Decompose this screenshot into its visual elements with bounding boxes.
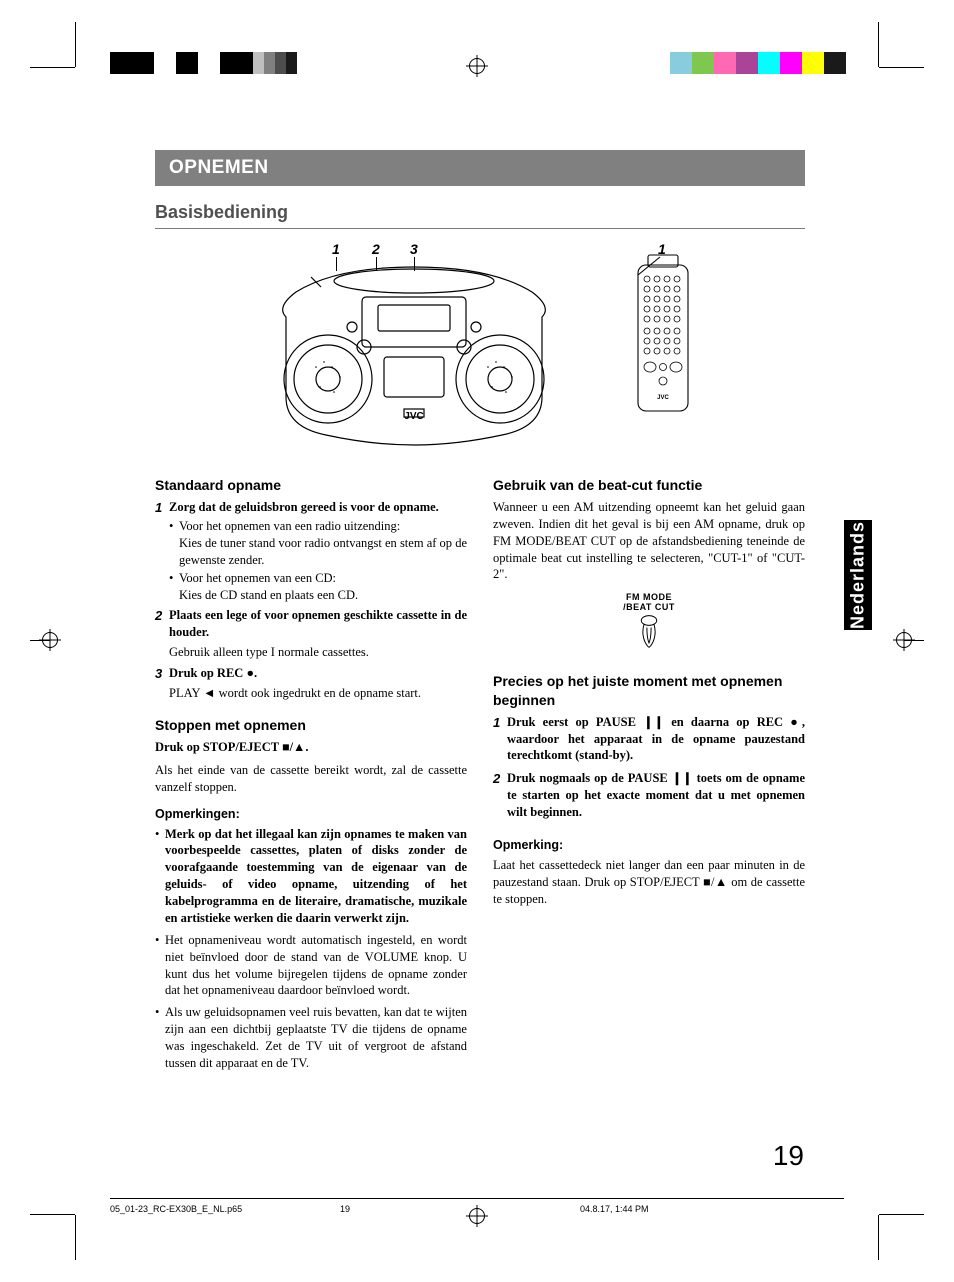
- note-text: Laat het cassettedeck niet langer dan ee…: [493, 857, 805, 908]
- step-number: 2: [155, 607, 169, 641]
- colorbar-right: [670, 52, 846, 74]
- remote-icon: JVC: [632, 247, 694, 417]
- step-number: 2: [493, 770, 507, 821]
- svg-text:JVC: JVC: [657, 395, 669, 401]
- boombox-diagram: 1 2 3: [266, 247, 562, 452]
- beat-cut-button-diagram: FM MODE /BEAT CUT: [493, 593, 805, 654]
- bullet-text: Voor het opnemen van een CD:: [179, 571, 336, 585]
- footer-filename: 05_01-23_RC-EX30B_E_NL.p65: [110, 1204, 340, 1214]
- note-text: Merk op dat het illegaal kan zijn opname…: [165, 826, 467, 927]
- bullet-subtext: Kies de CD stand en plaats een CD.: [179, 588, 358, 602]
- svg-text:JVC: JVC: [404, 411, 423, 422]
- step-text: Druk eerst op PAUSE ❙❙ en daarna op REC …: [507, 715, 805, 763]
- stop-text: Als het einde van de cassette bereikt wo…: [155, 762, 467, 796]
- step-text: Plaats een lege of voor opnemen geschikt…: [169, 608, 467, 639]
- button-label-line2: /BEAT CUT: [493, 603, 805, 613]
- chapter-title: OPNEMEN: [155, 150, 805, 186]
- language-tab: Nederlands: [844, 520, 872, 630]
- heading-precies: Precies op het juiste moment met opnemen…: [493, 672, 805, 710]
- footer-page: 19: [340, 1204, 580, 1214]
- step-text: Druk nogmaals op de PAUSE ❙❙ toets om de…: [507, 771, 805, 819]
- boombox-icon: JVC: [266, 247, 562, 447]
- footer: 05_01-23_RC-EX30B_E_NL.p65 19 04.8.17, 1…: [110, 1198, 844, 1214]
- stop-instruction: Druk op STOP/EJECT ■/▲.: [155, 740, 309, 754]
- note-heading: Opmerking:: [493, 837, 805, 854]
- bullet-text: Voor het opnemen van een radio uitzendin…: [179, 519, 400, 533]
- colorbar-left: [110, 52, 297, 74]
- callout-2: 2: [372, 241, 380, 257]
- step-subtext: PLAY ◄ wordt ook ingedrukt en de opname …: [155, 685, 467, 702]
- heading-beat-cut: Gebruik van de beat-cut functie: [493, 476, 805, 495]
- note-text: Als uw geluidsopnamen veel ruis bevatten…: [165, 1004, 467, 1072]
- beat-cut-text: Wanneer u een AM uitzending opneemt kan …: [493, 499, 805, 583]
- step-number: 1: [155, 499, 169, 604]
- callout-1: 1: [332, 241, 340, 257]
- step-subtext: Gebruik alleen type I normale cassettes.: [155, 644, 467, 661]
- press-icon: [493, 613, 805, 654]
- step-number: 3: [155, 665, 169, 683]
- heading-stoppen: Stoppen met opnemen: [155, 716, 467, 735]
- right-column: Gebruik van de beat-cut functie Wanneer …: [493, 476, 805, 1077]
- remote-diagram: 1 JVC: [632, 247, 694, 422]
- note-text: Het opnameniveau wordt automatisch inges…: [165, 932, 467, 1000]
- page-number: 19: [773, 1140, 804, 1172]
- notes-heading: Opmerkingen:: [155, 806, 467, 823]
- callout-3: 3: [410, 241, 418, 257]
- heading-standaard-opname: Standaard opname: [155, 476, 467, 495]
- step-text: Druk op REC ●.: [169, 666, 257, 680]
- subtitle: Basisbediening: [155, 202, 805, 229]
- bullet-subtext: Kies de tuner stand voor radio ontvangst…: [179, 536, 467, 567]
- diagram-row: 1 2 3: [155, 247, 805, 452]
- step-number: 1: [493, 714, 507, 765]
- page-content: OPNEMEN Basisbediening 1 2 3: [155, 150, 805, 1077]
- left-column: Standaard opname 1 Zorg dat de geluidsbr…: [155, 476, 467, 1077]
- remote-callout-1: 1: [658, 241, 666, 257]
- footer-timestamp: 04.8.17, 1:44 PM: [580, 1204, 844, 1214]
- step-text: Zorg dat de geluidsbron gereed is voor d…: [169, 500, 439, 514]
